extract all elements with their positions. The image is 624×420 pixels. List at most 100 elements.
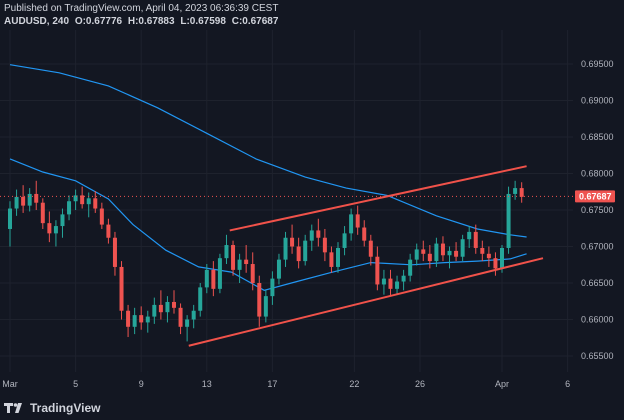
moving-averages: [9, 64, 527, 291]
price-tick-label: 0.69500: [581, 59, 614, 69]
candle: [460, 234, 465, 262]
candle: [145, 310, 150, 333]
candle-body: [486, 253, 491, 259]
candle: [342, 226, 347, 256]
trend-channel[interactable]: [188, 165, 544, 347]
candle: [427, 245, 432, 269]
candle-body: [165, 301, 170, 313]
candle-body: [263, 296, 268, 317]
close-value: C:0.67687: [231, 16, 279, 27]
candle: [211, 261, 216, 297]
candle: [414, 243, 419, 266]
last-price-tag: [575, 190, 615, 203]
candle-body: [93, 198, 98, 209]
candle-body: [500, 247, 504, 269]
candle: [408, 253, 413, 282]
candle-body: [67, 201, 72, 215]
candle-body: [80, 195, 85, 205]
symbol-label[interactable]: AUDUSD, 240: [4, 16, 70, 27]
candle-body: [408, 259, 413, 276]
candle-body: [211, 269, 216, 289]
candle-body: [336, 247, 340, 267]
candlesticks: [8, 180, 524, 342]
candle-body: [217, 258, 222, 289]
candle: [14, 189, 19, 216]
candle: [250, 252, 255, 291]
candle: [80, 186, 85, 209]
candle: [40, 198, 45, 229]
candle: [322, 228, 327, 262]
candle-body: [237, 259, 242, 270]
candle: [126, 304, 131, 338]
candle: [60, 208, 65, 238]
candle-body: [316, 230, 321, 238]
time-axis[interactable]: Mar 5 9 13 17 22 26 Apr 6: [2, 379, 570, 389]
candle-body: [342, 233, 347, 248]
candle: [198, 283, 203, 317]
candle-body: [250, 264, 255, 283]
candle-body: [198, 287, 203, 311]
candle-body: [40, 202, 45, 224]
candle-body: [257, 283, 262, 317]
candle-body: [401, 275, 406, 282]
candle: [257, 275, 262, 327]
candle: [237, 253, 242, 283]
candle: [165, 296, 170, 323]
candle: [388, 269, 393, 297]
candle-body: [244, 259, 249, 265]
tradingview-logo-icon: [4, 403, 22, 413]
time-tick-label: 13: [202, 379, 212, 389]
price-axis[interactable]: 0.69500 0.69000 0.68500 0.68000 0.67500 0.670…: [581, 59, 614, 361]
ma-long-line: [9, 64, 527, 238]
candle: [106, 218, 111, 244]
candle-body: [152, 304, 157, 317]
candle-body: [440, 243, 445, 256]
ma-short-line: [9, 158, 527, 291]
candle: [303, 234, 308, 266]
candle-body: [434, 243, 439, 262]
candle-body: [112, 237, 117, 267]
candle: [263, 290, 268, 323]
candle: [152, 297, 157, 324]
time-tick-label: 17: [267, 379, 277, 389]
last-price-line: 0.67687: [0, 190, 615, 203]
candle: [283, 231, 288, 267]
candle-body: [349, 214, 354, 234]
price-tick-label: 0.69000: [581, 96, 614, 106]
candle: [447, 246, 452, 269]
candle-body: [296, 246, 301, 262]
candle: [34, 180, 39, 210]
candle: [296, 237, 301, 269]
symbol-ohlc-legend: AUDUSD, 240 O:0.67776 H:0.67883 L:0.6759…: [4, 16, 281, 27]
low-value: L:0.67598: [180, 16, 226, 27]
candle-body: [447, 250, 452, 256]
candle: [421, 240, 426, 262]
candle-body: [132, 315, 137, 327]
candle: [316, 218, 321, 247]
candle-body: [329, 252, 334, 267]
candle: [355, 205, 360, 235]
channel-lower-line: [188, 257, 544, 347]
candle-body: [270, 278, 275, 297]
candle: [270, 271, 275, 305]
candle: [224, 234, 229, 265]
candle-body: [139, 315, 144, 323]
time-tick-label: Apr: [495, 379, 509, 389]
candle: [53, 220, 58, 247]
candle: [519, 182, 524, 203]
candle: [349, 208, 354, 241]
channel-upper-line: [229, 165, 527, 232]
candle-body: [34, 193, 39, 203]
candle-body: [290, 237, 295, 247]
candle-body: [303, 240, 308, 262]
candle-body: [178, 307, 183, 327]
candle-body: [395, 281, 400, 289]
candle-body: [73, 195, 78, 202]
tradingview-footer[interactable]: TradingView: [4, 401, 100, 415]
candle-body: [414, 249, 419, 260]
candle: [172, 290, 176, 314]
candle-body: [47, 223, 52, 234]
candle: [178, 303, 183, 335]
candle-body: [519, 188, 524, 197]
